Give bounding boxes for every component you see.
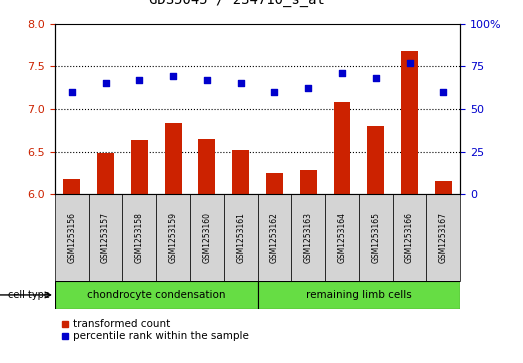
- Bar: [393, 194, 426, 281]
- Bar: [97, 153, 114, 194]
- Text: GSM1253163: GSM1253163: [304, 212, 313, 263]
- Bar: [359, 194, 393, 281]
- Point: [338, 70, 346, 76]
- Bar: [55, 194, 89, 281]
- Text: remaining limb cells: remaining limb cells: [306, 290, 412, 300]
- Bar: [291, 194, 325, 281]
- Text: GSM1253160: GSM1253160: [202, 212, 211, 263]
- Point: [236, 80, 245, 86]
- Bar: [300, 170, 317, 194]
- Legend: transformed count, percentile rank within the sample: transformed count, percentile rank withi…: [58, 315, 253, 346]
- Text: cell type: cell type: [8, 290, 50, 300]
- Bar: [131, 140, 148, 194]
- Text: GSM1253159: GSM1253159: [168, 212, 178, 263]
- Bar: [55, 281, 257, 309]
- Point: [405, 60, 414, 66]
- Text: GSM1253158: GSM1253158: [135, 212, 144, 263]
- Bar: [367, 126, 384, 194]
- Point: [67, 89, 76, 95]
- Text: GSM1253166: GSM1253166: [405, 212, 414, 263]
- Bar: [435, 182, 452, 194]
- Point: [270, 89, 279, 95]
- Text: GSM1253156: GSM1253156: [67, 212, 76, 263]
- Point: [203, 77, 211, 83]
- Text: GSM1253165: GSM1253165: [371, 212, 380, 263]
- Bar: [232, 150, 249, 194]
- Text: chondrocyte condensation: chondrocyte condensation: [87, 290, 225, 300]
- Bar: [156, 194, 190, 281]
- Point: [169, 74, 177, 79]
- Point: [135, 77, 143, 83]
- Bar: [190, 194, 224, 281]
- Text: GDS5045 / 234710_s_at: GDS5045 / 234710_s_at: [150, 0, 325, 7]
- Bar: [122, 194, 156, 281]
- Point: [372, 75, 380, 81]
- Point: [439, 89, 448, 95]
- Bar: [325, 194, 359, 281]
- Bar: [224, 194, 257, 281]
- Text: GSM1253167: GSM1253167: [439, 212, 448, 263]
- Bar: [257, 194, 291, 281]
- Bar: [257, 281, 460, 309]
- Bar: [401, 51, 418, 194]
- Text: GSM1253157: GSM1253157: [101, 212, 110, 263]
- Text: GSM1253164: GSM1253164: [337, 212, 347, 263]
- Point: [304, 86, 312, 91]
- Text: GSM1253161: GSM1253161: [236, 212, 245, 263]
- Bar: [266, 173, 283, 194]
- Bar: [426, 194, 460, 281]
- Bar: [165, 123, 181, 194]
- Bar: [198, 139, 215, 194]
- Bar: [334, 102, 350, 194]
- Text: GSM1253162: GSM1253162: [270, 212, 279, 263]
- Bar: [89, 194, 122, 281]
- Bar: [63, 179, 80, 194]
- Point: [101, 80, 110, 86]
